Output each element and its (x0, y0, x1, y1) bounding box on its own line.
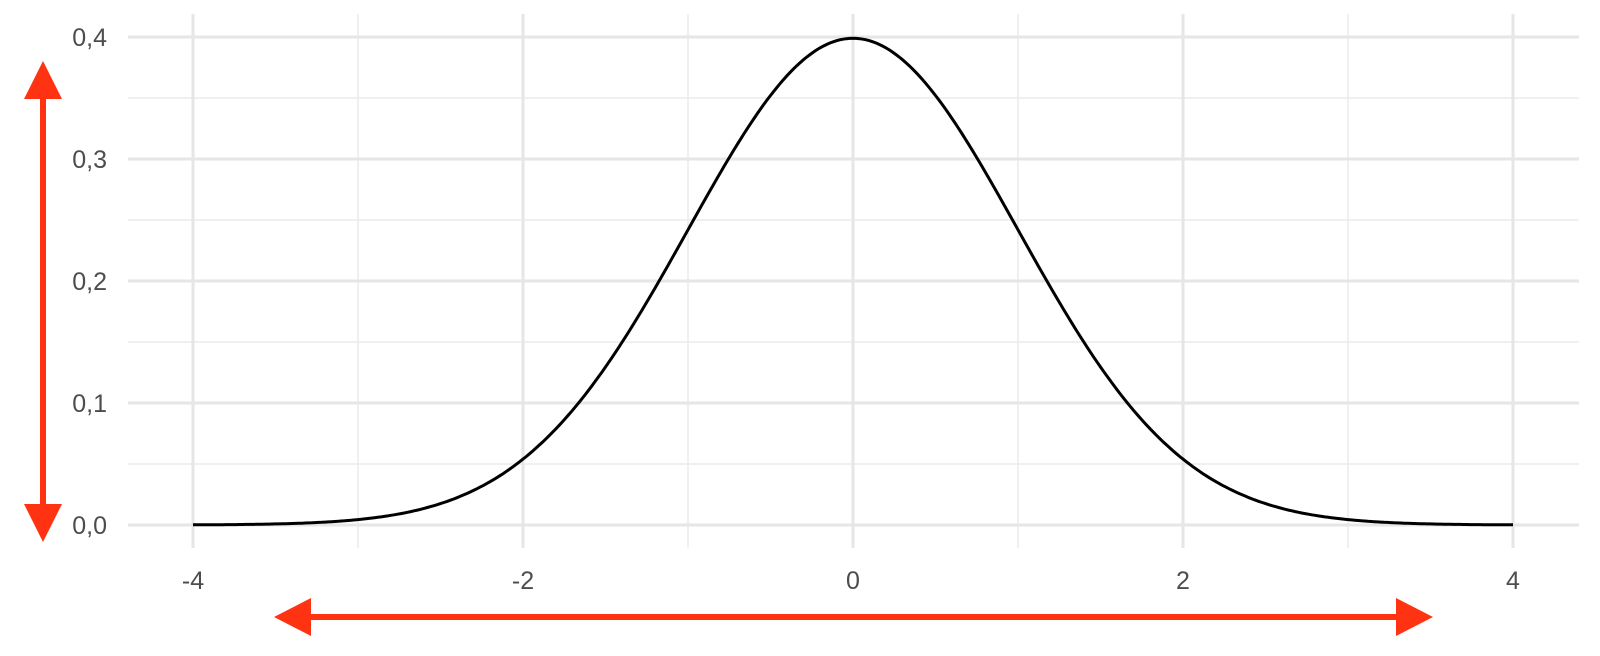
y-tick-label: 0,4 (72, 24, 107, 52)
x-tick-label: 2 (1176, 567, 1190, 595)
x-tick-label: 0 (846, 567, 860, 595)
y-tick-label: 0,2 (72, 268, 107, 296)
x-tick-label: -2 (512, 567, 534, 595)
arrow-left-head-icon (274, 598, 311, 636)
grid (128, 14, 1579, 548)
x-tick-label: -4 (182, 567, 204, 595)
annotation-arrows (24, 61, 1433, 636)
x-tick-label: 4 (1506, 567, 1520, 595)
arrow-down-head-icon (24, 504, 62, 542)
x-axis-tick-labels: -4 -2 0 2 4 (182, 567, 1520, 595)
y-tick-label: 0,1 (72, 390, 107, 418)
y-tick-label: 0,3 (72, 146, 107, 174)
density-curve (193, 36, 1513, 527)
arrow-right-head-icon (1396, 598, 1433, 636)
arrow-up-head-icon (24, 61, 62, 99)
y-tick-label: 0,0 (72, 512, 107, 540)
y-axis-tick-labels: 0,0 0,1 0,2 0,3 0,4 (72, 24, 107, 540)
